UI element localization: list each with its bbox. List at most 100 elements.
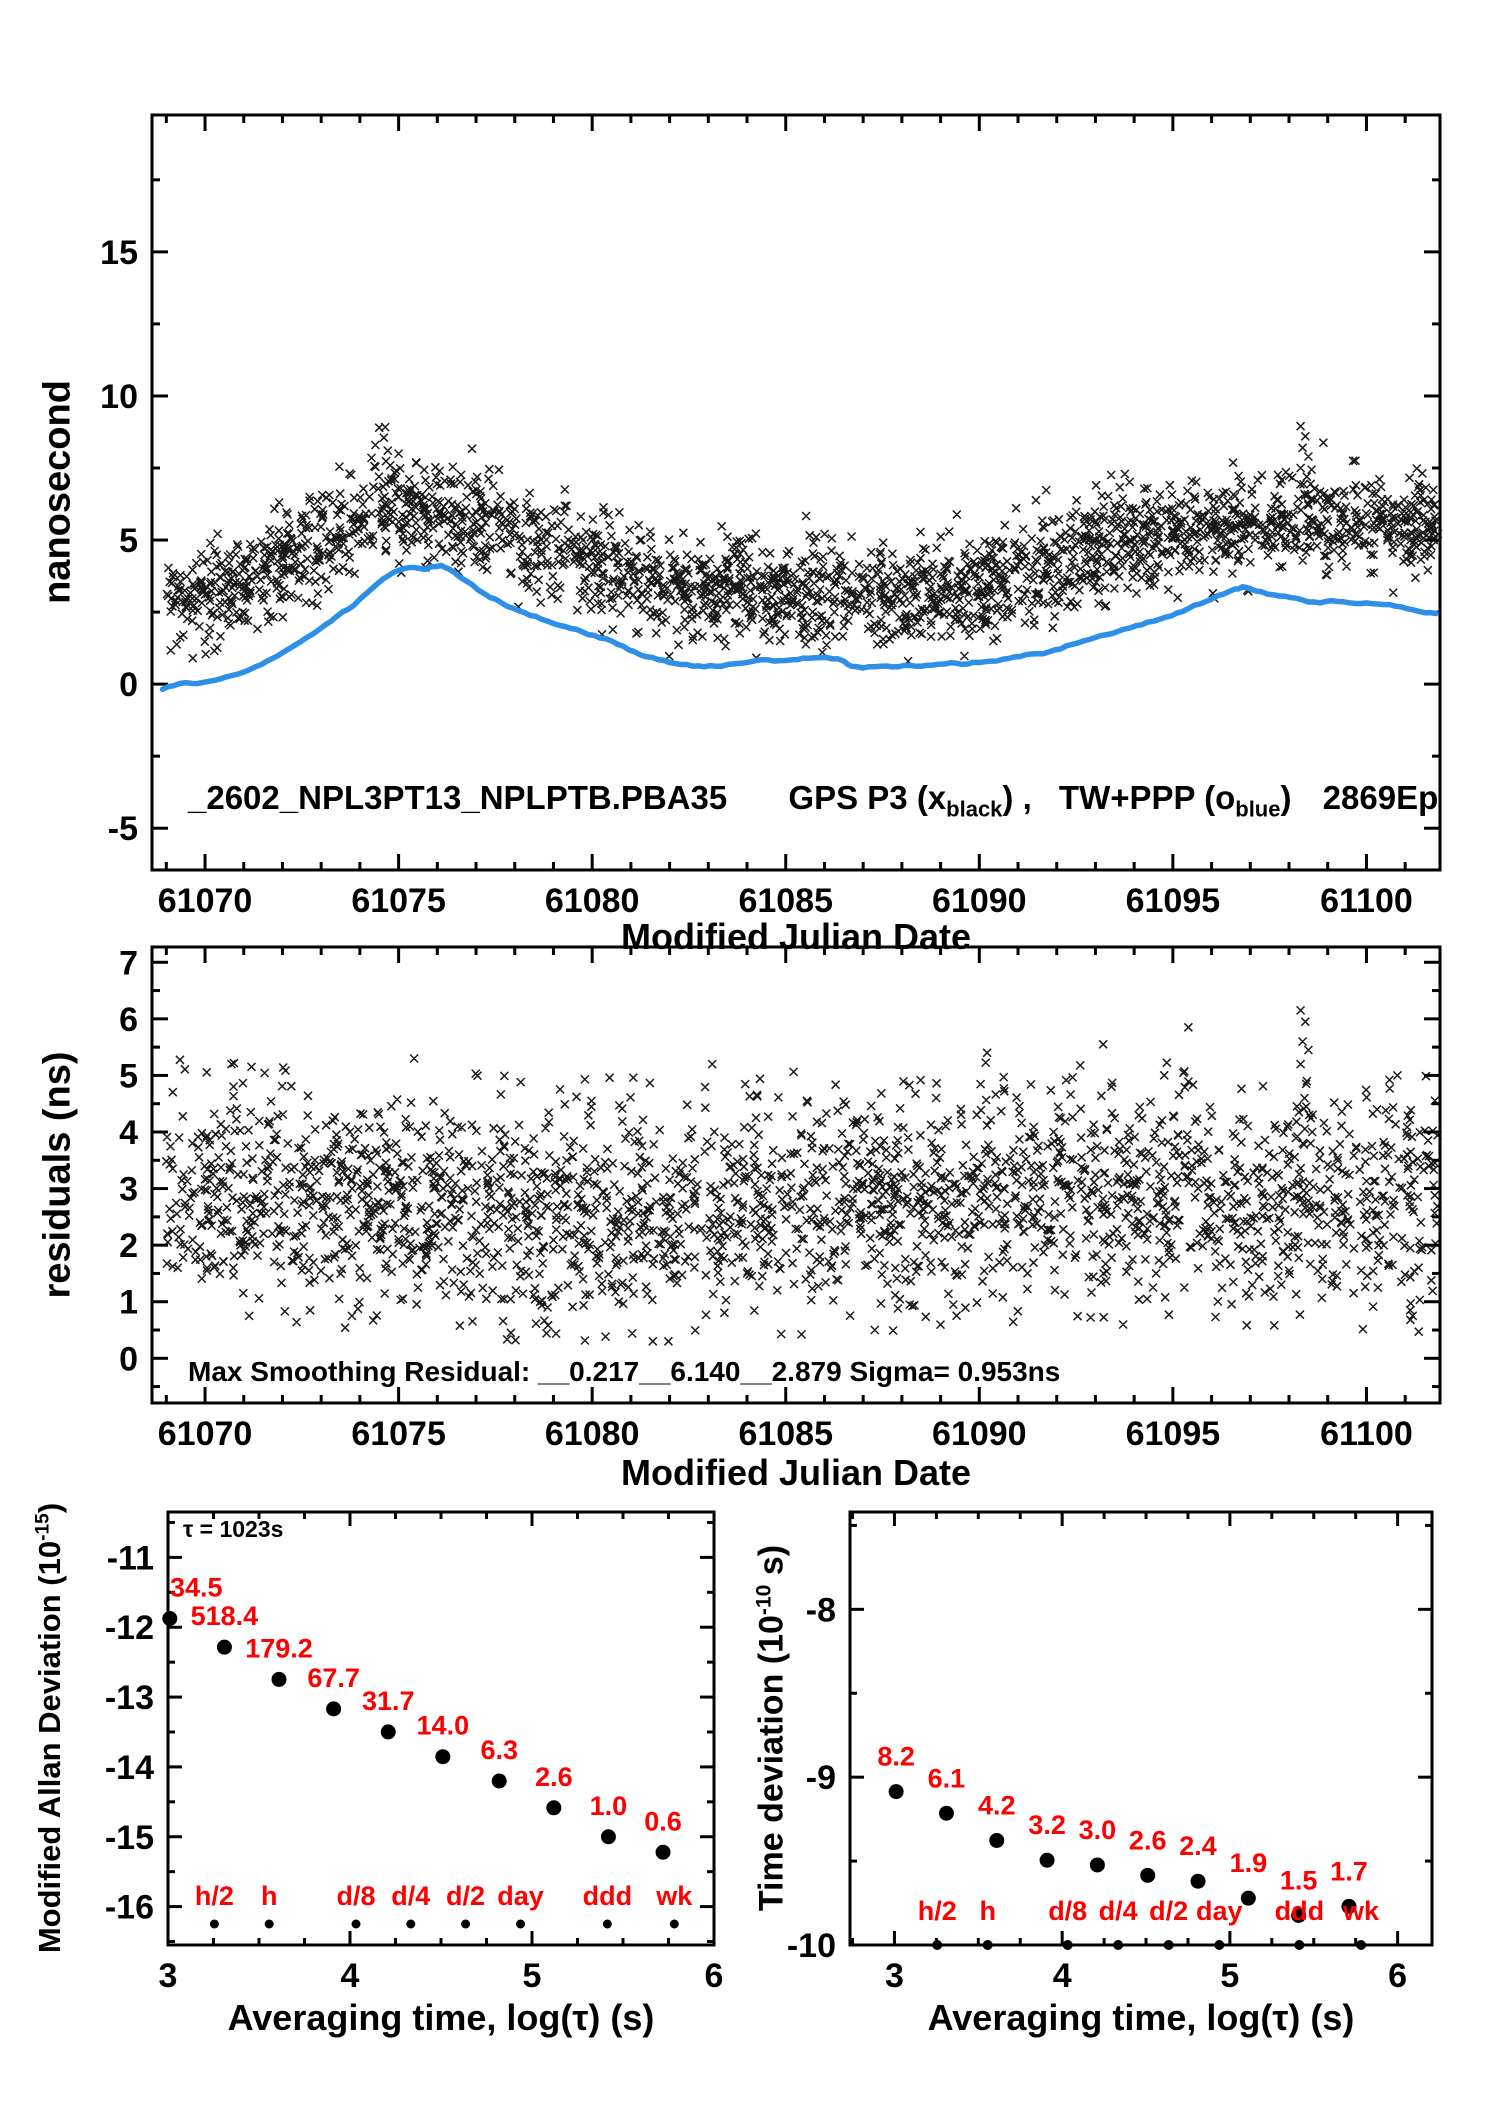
deviation-point (546, 1800, 562, 1816)
deviation-point-label: 34.5 (170, 1573, 223, 1603)
category-label: wk (655, 1881, 693, 1911)
deviation-point (938, 1805, 954, 1821)
deviation-point (1240, 1890, 1256, 1906)
panel2-residuals-frame (150, 945, 1442, 1405)
panel4-tdev: 3 4 5 6 -8 -9 -10 8.2 6.1 4.2 3.2 3.0 2.6 2.4 1.9 1.5 1.… (787, 1510, 1434, 1995)
category-dot (516, 1919, 526, 1929)
category-label: d/2 (446, 1881, 485, 1911)
deviation-point-label: 6.3 (480, 1735, 518, 1765)
category-label: h/2 (195, 1881, 234, 1911)
deviation-point (216, 1639, 232, 1655)
y-tick-label: -5 (108, 810, 138, 848)
panel1-x-axis-title: Modified Julian Date (620, 916, 972, 957)
category-label: h/2 (918, 1896, 957, 1926)
category-dot (932, 1940, 943, 1950)
deviation-point (600, 1829, 616, 1845)
deviation-point-label: 4.2 (978, 1790, 1016, 1820)
epoch-count: 2869Ep (1322, 779, 1439, 816)
category-label: d/8 (336, 1881, 375, 1911)
exponent: -10 (752, 1584, 776, 1616)
deviation-point-label: 1.0 (590, 1791, 628, 1821)
series2-label: TW+PPP (oblue) (1058, 779, 1292, 822)
x-tick-label: 61070 (158, 882, 253, 920)
y-tick-label: -13 (105, 1679, 154, 1717)
x-tick-label: 3 (885, 1957, 904, 1995)
category-dot (1214, 1940, 1225, 1950)
panel4-tdev-tick-labels: 3 4 5 6 -8 -9 -10 (787, 1591, 1407, 1995)
tau-annotation: τ = 1023s (183, 1516, 284, 1542)
y-tick-label: 0 (119, 1340, 138, 1378)
panel3-mdev-tick-labels: 3 4 5 6 -11 -12 -13 -14 -15 -16 (105, 1539, 724, 1995)
x-tick-label: 61085 (738, 1415, 833, 1453)
x-tick-label: 4 (341, 1957, 360, 1995)
deviation-point (989, 1832, 1005, 1848)
category-dot (461, 1919, 471, 1929)
deviation-point (655, 1844, 671, 1860)
x-tick-label: 61095 (1126, 1415, 1221, 1453)
panel4-y-axis-title: Time deviation (10-10 s) (752, 1544, 791, 1912)
y-tick-label: 3 (119, 1171, 138, 1209)
x-tick-label: 61080 (545, 1415, 640, 1453)
y-tick-label: 7 (119, 944, 138, 982)
deviation-point (1089, 1857, 1105, 1873)
panel3-mdev-category-markers: h/2 h d/8 d/4 d/2 day ddd wk (195, 1881, 693, 1929)
y-tick-label: -9 (806, 1759, 836, 1797)
y-tick-label: 15 (100, 234, 138, 272)
panel3-mdev: 3 4 5 6-11-12-13-14-15-1634.5518.4179.267.7… (105, 1510, 724, 1995)
y-tick-label: -11 (107, 1539, 154, 1577)
panel2-residuals-tick-labels: 61070 61075 61080 61085 61090 61095 61100 0 1 2 3 4… (119, 944, 1413, 1453)
x-tick-label: 61070 (158, 1415, 253, 1453)
panel3-y-axis-title: Modified Allan Deviation (10-15) (32, 1502, 67, 1954)
x-tick-label: 5 (523, 1957, 542, 1995)
deviation-point-label: 1.7 (1330, 1856, 1368, 1886)
deviation-point (1190, 1873, 1206, 1889)
y-tick-label: 6 (119, 1001, 138, 1039)
panel2-residuals: 61070 61075 61080 61085 61090 61095 61100 0 1 2 3 4… (119, 944, 1443, 1453)
x-tick-label: 61095 (1126, 882, 1221, 920)
panel4-tdev-category-markers: h/2 h d/8 d/4 d/2 day ddd wk (918, 1896, 1380, 1950)
y-tick-label: 2 (119, 1227, 138, 1265)
deviation-point-label: 2.6 (1129, 1825, 1167, 1855)
y-tick-label: 1 (119, 1284, 138, 1322)
x-tick-label: 61090 (932, 1415, 1027, 1453)
category-label: day (497, 1881, 544, 1911)
y-tick-label: 5 (119, 1057, 138, 1095)
panel1-phase-tick-labels: 61070 61075 61080 61085 61090 61095 61100 -5 0 5 1… (100, 234, 1413, 920)
deviation-point-label: 6.1 (928, 1763, 966, 1793)
series2-marker-subscript: blue (1235, 796, 1281, 822)
panel4-tdev-points: 8.2 6.1 4.2 3.2 3.0 2.6 2.4 1.9 1.5 1.7 (877, 1742, 1368, 1923)
panel1-phase-smoothed-line (159, 562, 1439, 693)
x-tick-label: 6 (1388, 1957, 1407, 1995)
y-tick-label: -10 (787, 1927, 836, 1965)
category-dot (351, 1919, 361, 1929)
panel1-phase-scatter-series (162, 421, 1443, 666)
y-tick-label: 10 (100, 378, 138, 416)
panel4-x-axis-title: Averaging time, log(τ) (s) (927, 1997, 1355, 2038)
panel1-y-axis-title: nanosecond (36, 380, 79, 604)
y-tick-label: -16 (105, 1889, 154, 1927)
deviation-point (271, 1671, 287, 1687)
deviation-point-label: 14.0 (417, 1711, 470, 1741)
category-label: ddd (583, 1881, 632, 1911)
category-label: day (1196, 1896, 1243, 1926)
category-label: wk (1342, 1896, 1380, 1926)
panel3-x-axis-title: Averaging time, log(τ) (s) (227, 1997, 655, 2038)
y-tick-label: 5 (119, 522, 138, 560)
x-tick-label: 61100 (1320, 882, 1413, 920)
deviation-point (888, 1784, 904, 1800)
series1-label: GPS P3 (xblack) , (788, 779, 1032, 822)
x-tick-label: 61100 (1320, 1415, 1413, 1453)
deviation-point-label: 1.5 (1280, 1865, 1318, 1895)
x-tick-label: 61075 (351, 1415, 446, 1453)
deviation-point-label: 0.6 (644, 1806, 682, 1836)
deviation-point-label: 67.7 (307, 1663, 360, 1693)
category-dot (406, 1919, 416, 1929)
category-label: h (261, 1881, 278, 1911)
x-tick-label: 4 (1053, 1957, 1072, 1995)
deviation-point (1291, 1907, 1307, 1923)
panel1-phase-ticks (152, 115, 1440, 870)
deviation-point-label: 2.4 (1179, 1831, 1217, 1861)
exponent: -15 (32, 1513, 54, 1541)
